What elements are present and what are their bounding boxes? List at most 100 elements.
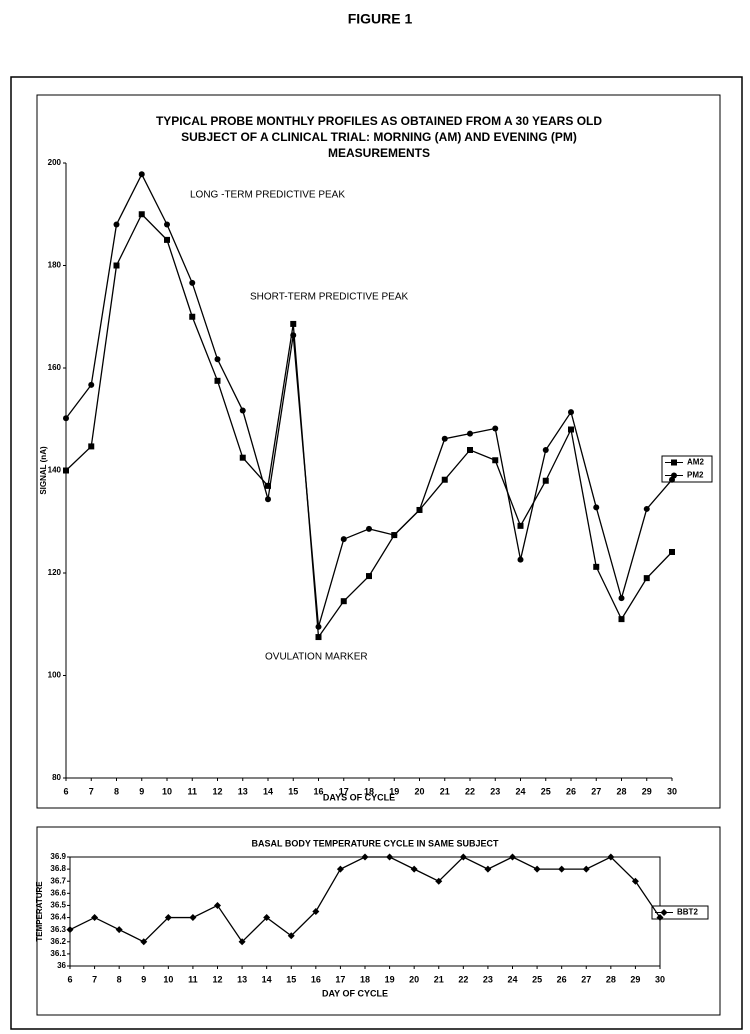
legend-label: BBT2 [677, 908, 698, 917]
marker [287, 932, 295, 940]
x-tick-label: 6 [67, 974, 72, 984]
x-tick-label: 6 [63, 786, 68, 796]
x-tick-label: 9 [141, 974, 146, 984]
marker [265, 496, 271, 503]
marker [138, 211, 145, 218]
series-line [65, 172, 673, 627]
plot-frame [69, 856, 661, 967]
x-tick-label: 27 [581, 974, 591, 984]
x-tick-label: 16 [313, 786, 323, 796]
y-tick-label: 36.3 [50, 925, 66, 934]
x-tick-label: 14 [262, 974, 272, 984]
x-tick-label: 17 [335, 974, 345, 984]
marker [113, 221, 120, 228]
marker [115, 926, 123, 934]
y-tick-label: 180 [48, 261, 62, 270]
marker [467, 430, 473, 437]
y-tick-label: 100 [48, 671, 62, 680]
figure-title: FIGURE 1 [348, 11, 413, 27]
x-tick-label: 30 [667, 786, 677, 796]
x-tick-label: 21 [434, 974, 444, 984]
x-tick-label: 11 [188, 974, 198, 984]
x-tick-label: 26 [566, 786, 576, 796]
y-tick-label: 120 [48, 568, 62, 577]
marker [582, 865, 590, 873]
marker [517, 522, 524, 529]
x-tick-label: 29 [642, 786, 652, 796]
marker [63, 467, 69, 474]
marker [238, 938, 246, 946]
y-tick-label: 36.5 [50, 901, 66, 910]
marker [214, 901, 221, 909]
marker [618, 616, 625, 623]
x-tick-label: 7 [92, 974, 97, 984]
legend-marker [660, 909, 668, 916]
legend-marker [671, 472, 677, 479]
marker [568, 426, 574, 433]
x-axis-label: DAY OF CYCLE [322, 988, 388, 998]
x-tick-label: 28 [606, 974, 616, 984]
legend-label: AM2 [687, 458, 704, 467]
x-tick-label: 29 [630, 974, 640, 984]
x-tick-label: 28 [616, 786, 626, 796]
x-tick-label: 22 [458, 974, 468, 984]
y-tick-label: 36.9 [50, 852, 66, 861]
marker [459, 853, 467, 861]
marker [340, 598, 347, 605]
marker [618, 595, 625, 602]
y-tick-label: 36.7 [50, 876, 66, 885]
x-tick-label: 23 [483, 974, 493, 984]
marker [265, 482, 271, 489]
x-tick-label: 12 [212, 974, 222, 984]
legend-box [651, 905, 709, 920]
x-tick-label: 7 [89, 786, 94, 796]
x-tick-label: 10 [163, 974, 173, 984]
marker [164, 236, 170, 243]
series-line [69, 856, 661, 943]
x-tick-label: 16 [311, 974, 321, 984]
marker [416, 506, 423, 513]
marker [467, 447, 473, 453]
marker [140, 938, 148, 946]
y-axis-label: TEMPERATURE [35, 881, 44, 942]
x-tick-label: 19 [389, 786, 399, 796]
outer-frame [10, 76, 743, 1030]
y-tick-label: 200 [48, 158, 62, 167]
marker [484, 865, 492, 873]
x-tick-label: 11 [187, 786, 197, 796]
x-tick-label: 27 [591, 786, 601, 796]
annotation: OVULATION MARKER [265, 652, 368, 663]
marker [164, 914, 172, 922]
top-panel [36, 94, 721, 809]
marker [189, 313, 196, 320]
marker [239, 407, 246, 414]
marker [138, 171, 145, 178]
x-tick-label: 13 [238, 786, 248, 796]
marker [290, 320, 297, 327]
y-tick-label: 80 [52, 773, 61, 782]
x-tick-label: 15 [288, 786, 298, 796]
marker [631, 877, 639, 885]
marker [669, 548, 675, 555]
marker [63, 415, 69, 422]
x-tick-label: 14 [263, 786, 273, 796]
marker [542, 477, 549, 484]
y-tick-label: 140 [48, 466, 62, 475]
x-tick-label: 23 [490, 786, 500, 796]
x-axis-label: DAYS OF CYCLE [323, 792, 395, 802]
y-tick-label: 36.2 [50, 937, 66, 946]
marker [542, 447, 549, 453]
x-tick-label: 26 [557, 974, 567, 984]
marker [643, 505, 650, 512]
bottom-panel [36, 826, 721, 1016]
chart-title: BASAL BODY TEMPERATURE CYCLE IN SAME SUB… [251, 838, 499, 848]
y-tick-label: 36 [57, 961, 66, 970]
marker [533, 865, 541, 873]
marker [568, 409, 574, 416]
marker [263, 914, 271, 922]
marker [88, 381, 95, 388]
marker [492, 457, 499, 464]
marker [386, 853, 394, 861]
chart-title: TYPICAL PROBE MONTHLY PROFILES AS OBTAIN… [156, 114, 602, 128]
marker [593, 504, 600, 511]
